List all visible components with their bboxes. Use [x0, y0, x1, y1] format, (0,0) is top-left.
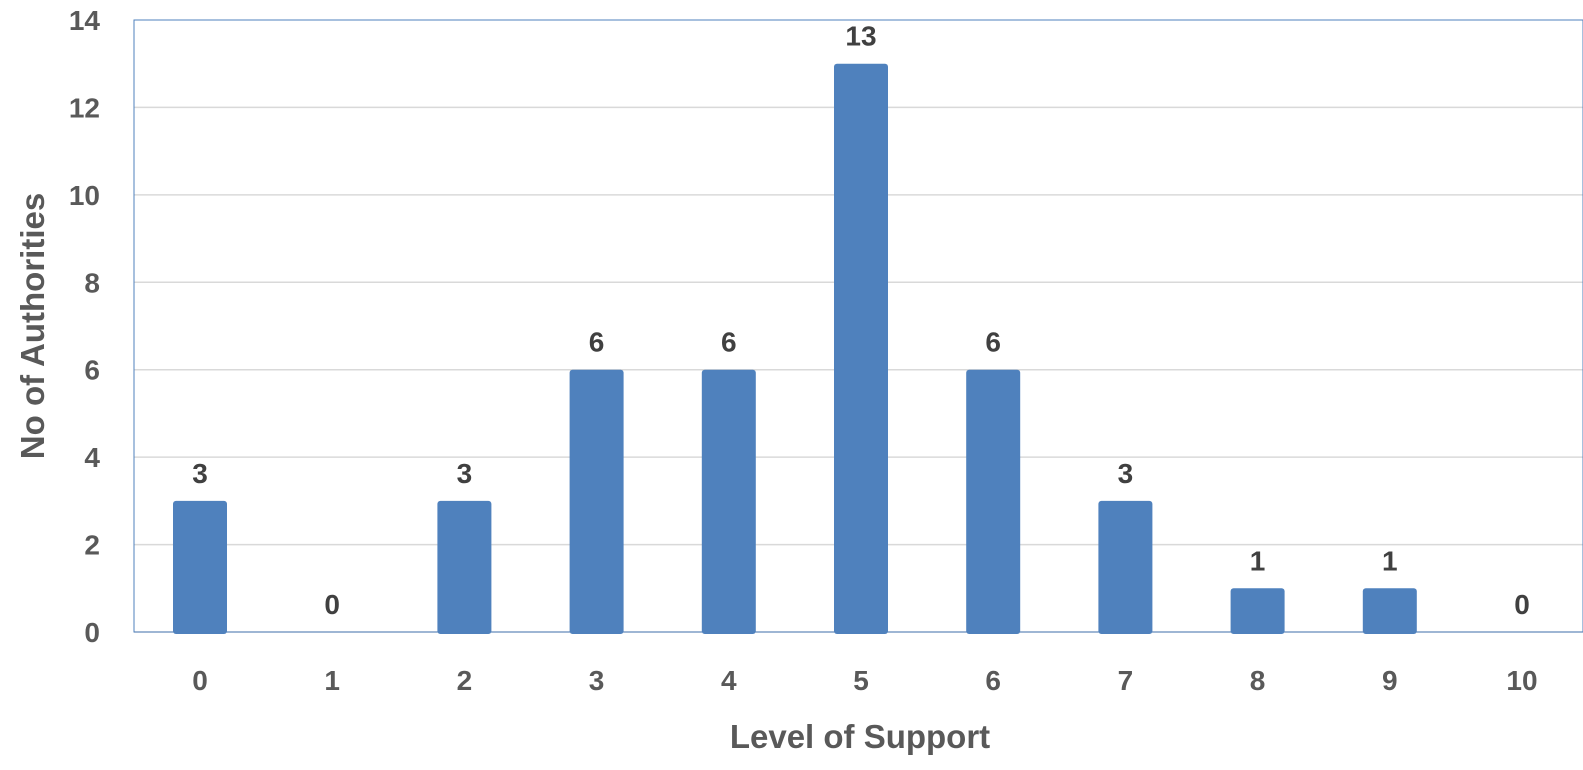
bar — [966, 369, 1021, 634]
bar-value-label: 3 — [1118, 458, 1134, 489]
y-tick-label: 8 — [84, 267, 100, 298]
bar — [701, 369, 756, 634]
x-tick-label: 7 — [1118, 665, 1134, 696]
bar-value-label: 6 — [985, 327, 1001, 358]
bar-value-label: 3 — [192, 458, 208, 489]
bars — [173, 63, 1417, 634]
y-tick-label: 6 — [84, 355, 100, 386]
bar-value-label: 6 — [589, 327, 605, 358]
y-tick-label: 14 — [69, 5, 101, 36]
y-axis-ticks: 0 2 4 6 8 10 12 14 — [69, 5, 101, 648]
bar — [1230, 588, 1285, 634]
bar-value-label: 3 — [457, 458, 473, 489]
bar — [173, 500, 227, 634]
y-axis-title: No of Authorities — [14, 193, 51, 459]
y-tick-label: 2 — [84, 530, 100, 561]
bar — [569, 369, 624, 634]
bar — [437, 500, 492, 634]
y-tick-label: 0 — [84, 617, 100, 648]
x-tick-label: 6 — [985, 665, 1001, 696]
x-tick-label: 0 — [192, 665, 208, 696]
x-tick-label: 4 — [721, 665, 737, 696]
x-tick-label: 9 — [1382, 665, 1398, 696]
y-tick-label: 4 — [84, 442, 100, 473]
bar-value-label: 6 — [721, 327, 737, 358]
bar — [1362, 588, 1417, 634]
x-tick-label: 5 — [853, 665, 869, 696]
x-axis-ticks: 0 1 2 3 4 5 6 7 8 9 10 — [192, 665, 1537, 696]
bar — [834, 63, 888, 634]
y-tick-label: 12 — [69, 92, 100, 123]
x-axis-title: Level of Support — [730, 718, 990, 755]
x-tick-label: 10 — [1506, 665, 1537, 696]
x-tick-label: 8 — [1250, 665, 1266, 696]
bar-value-label: 0 — [324, 589, 340, 620]
bar-value-label: 0 — [1514, 589, 1530, 620]
bar-value-label: 1 — [1250, 545, 1266, 576]
bar-value-label: 13 — [845, 21, 876, 52]
bar-value-label: 1 — [1382, 545, 1398, 576]
data-labels: 3 0 3 6 6 13 6 3 1 1 0 — [192, 21, 1530, 620]
x-tick-label: 3 — [589, 665, 605, 696]
x-tick-label: 1 — [324, 665, 340, 696]
y-tick-label: 10 — [69, 180, 100, 211]
x-tick-label: 2 — [457, 665, 473, 696]
bar — [1098, 500, 1153, 634]
